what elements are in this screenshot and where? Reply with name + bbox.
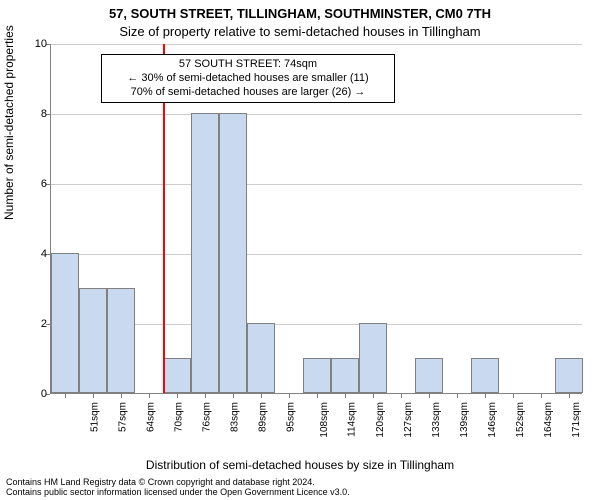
bar xyxy=(359,323,387,393)
x-tickmark xyxy=(121,394,122,398)
plot-area: 024681051sqm57sqm64sqm70sqm76sqm83sqm89s… xyxy=(50,44,582,394)
x-tick-label: 108sqm xyxy=(319,402,330,438)
x-tick-label: 70sqm xyxy=(174,402,185,432)
x-tickmark xyxy=(177,394,178,398)
x-tick-label: 171sqm xyxy=(571,402,582,438)
gridline xyxy=(51,254,582,255)
bar xyxy=(51,253,79,393)
footer-text: Contains HM Land Registry data © Crown c… xyxy=(6,478,350,498)
x-tick-label: 139sqm xyxy=(459,402,470,438)
bar xyxy=(79,288,107,393)
bar xyxy=(163,358,191,393)
gridline xyxy=(51,114,582,115)
x-axis-label: Distribution of semi-detached houses by … xyxy=(0,458,600,472)
x-tickmark xyxy=(569,394,570,398)
x-tick-label: 83sqm xyxy=(230,402,241,432)
chart-title-1: 57, SOUTH STREET, TILLINGHAM, SOUTHMINST… xyxy=(0,6,600,21)
x-tickmark xyxy=(401,394,402,398)
x-tick-label: 95sqm xyxy=(286,402,297,432)
x-tick-label: 120sqm xyxy=(375,402,386,438)
x-tick-label: 76sqm xyxy=(202,402,213,432)
x-tick-label: 57sqm xyxy=(118,402,129,432)
bar xyxy=(303,358,331,393)
annotation-box: 57 SOUTH STREET: 74sqm ← 30% of semi-det… xyxy=(101,54,395,103)
bar xyxy=(107,288,135,393)
gridline xyxy=(51,44,582,45)
x-tick-label: 152sqm xyxy=(515,402,526,438)
x-tickmark xyxy=(373,394,374,398)
x-tick-label: 127sqm xyxy=(403,402,414,438)
y-tick-label: 2 xyxy=(41,318,47,330)
x-tickmark xyxy=(205,394,206,398)
y-tick-label: 6 xyxy=(41,178,47,190)
y-tick-label: 8 xyxy=(41,108,47,120)
x-tick-label: 51sqm xyxy=(90,402,101,432)
x-tick-label: 164sqm xyxy=(543,402,554,438)
y-tick-label: 0 xyxy=(41,388,47,400)
x-tickmark xyxy=(485,394,486,398)
x-tickmark xyxy=(149,394,150,398)
bar xyxy=(415,358,443,393)
annotation-line-3: 70% of semi-detached houses are larger (… xyxy=(108,86,388,100)
x-tickmark xyxy=(457,394,458,398)
x-tickmark xyxy=(429,394,430,398)
x-tick-label: 89sqm xyxy=(258,402,269,432)
x-tick-label: 114sqm xyxy=(346,402,357,437)
y-axis-label: Number of semi-detached properties xyxy=(2,25,16,220)
bar xyxy=(191,113,219,393)
x-tickmark xyxy=(289,394,290,398)
gridline xyxy=(51,184,582,185)
x-tickmark xyxy=(261,394,262,398)
x-tick-label: 146sqm xyxy=(487,402,498,438)
chart-container: 57, SOUTH STREET, TILLINGHAM, SOUTHMINST… xyxy=(0,0,600,500)
y-tick-label: 4 xyxy=(41,248,47,260)
bar xyxy=(471,358,499,393)
annotation-line-1: 57 SOUTH STREET: 74sqm xyxy=(108,58,388,72)
x-tickmark xyxy=(345,394,346,398)
bar xyxy=(331,358,359,393)
x-tick-label: 64sqm xyxy=(146,402,157,432)
x-tickmark xyxy=(513,394,514,398)
chart-title-2: Size of property relative to semi-detach… xyxy=(0,24,600,39)
footer-line-2: Contains public sector information licen… xyxy=(6,488,350,498)
x-tickmark xyxy=(93,394,94,398)
x-tickmark xyxy=(65,394,66,398)
bar xyxy=(219,113,247,393)
annotation-line-2: ← 30% of semi-detached houses are smalle… xyxy=(108,72,388,86)
bar xyxy=(247,323,275,393)
x-tick-label: 133sqm xyxy=(431,402,442,438)
bar xyxy=(555,358,583,393)
y-tick-label: 10 xyxy=(35,38,47,50)
x-tickmark xyxy=(541,394,542,398)
x-tickmark xyxy=(317,394,318,398)
x-tickmark xyxy=(233,394,234,398)
